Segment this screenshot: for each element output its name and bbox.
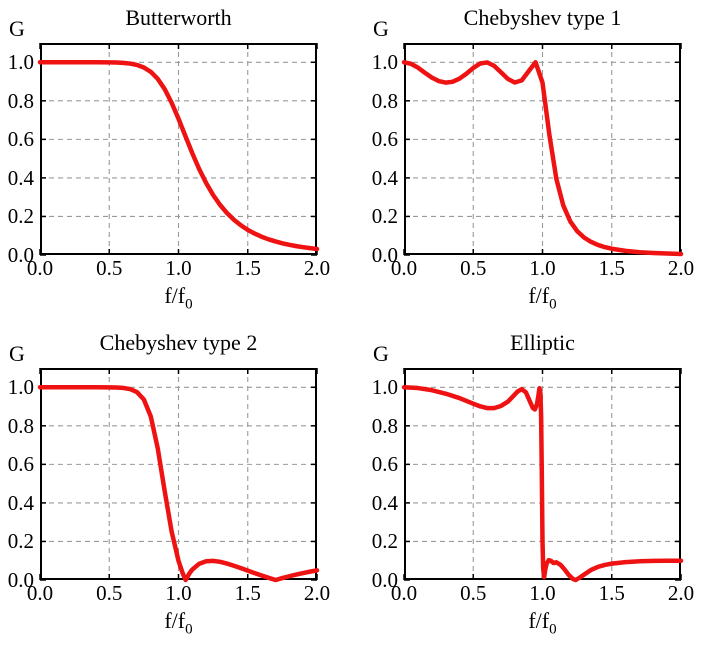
x-tick-label: 1.5 [234,581,261,605]
x-axis-label-subscript: 0 [185,296,193,313]
x-tick-label: 0.0 [26,581,54,605]
y-tick-label: 1.0 [7,50,34,75]
y-tick-label: 0.6 [371,127,398,152]
x-tick-label: 2.0 [303,256,331,280]
y-tick-label: 0.0 [7,243,34,267]
subplot-elliptic: Elliptic G 0.0 0.2 0.4 0.6 0.8 1.0 0.0 0.5 1.0 1… [351,325,702,649]
plot-area [401,43,684,257]
y-tick-label: 0.6 [7,452,34,477]
x-axis-label: f/f0 [404,283,681,317]
y-tick-label: 1.0 [371,375,398,400]
y-tick-label: 0.6 [371,452,398,477]
x-axis-label-text: f/f [164,283,186,308]
subplot-chebyshev-type-1: Chebyshev type 1 G 0.0 0.2 0.4 0.6 0.8 1.0 0.… [351,0,702,325]
plot-area [401,368,684,583]
plot-title: Butterworth [125,5,232,30]
x-tick-labels: 0.0 0.5 1.0 1.5 2.0 [391,581,694,607]
y-tick-label: 1.0 [7,375,34,400]
plot-title: Elliptic [510,330,575,355]
plot-area [37,43,320,256]
subplot-chebyshev-type-2: Chebyshev type 2 G 0.0 0.2 0.4 0.6 0.8 1.0 0.… [0,325,351,649]
y-tick-label: 0.8 [371,88,398,113]
x-tick-label: 0.5 [460,581,487,605]
y-tick-label: 0.2 [371,204,398,229]
x-tick-label: 0.5 [96,581,123,605]
y-tick-label: 0.2 [7,529,34,554]
y-tick-labels: 0.0 0.2 0.4 0.6 0.8 1.0 [0,43,34,266]
x-tick-label: 1.5 [598,581,625,605]
x-axis-label: f/f0 [404,608,681,642]
y-tick-label: 0.0 [371,568,398,592]
y-axis-label: G [9,341,25,366]
plot-frame [40,43,317,255]
y-tick-label: 0.2 [371,529,398,554]
x-tick-label: 0.0 [390,256,418,280]
x-tick-labels: 0.0 0.5 1.0 1.5 2.0 [27,581,330,607]
gain-curve [37,60,320,252]
x-tick-label: 1.5 [598,256,625,280]
gain-curve [401,385,684,583]
subplot-butterworth: Butterworth G 0.0 0.2 0.4 0.6 0.8 1.0 0.0 0.5 1… [0,0,351,325]
x-tick-labels: 0.0 0.5 1.0 1.5 2.0 [27,256,330,282]
x-axis-label-subscript: 0 [549,296,557,313]
plot-title: Chebyshev type 2 [99,330,258,355]
y-tick-labels: 0.0 0.2 0.4 0.6 0.8 1.0 [364,43,398,266]
x-tick-labels: 0.0 0.5 1.0 1.5 2.0 [391,256,694,282]
x-tick-label: 0.5 [460,256,487,280]
y-tick-label: 0.8 [371,413,398,438]
x-tick-label: 1.0 [529,256,556,280]
y-tick-label: 0.0 [7,568,34,592]
y-tick-label: 0.4 [7,490,34,515]
y-tick-label: 0.4 [7,165,34,190]
gain-curve [401,60,684,257]
x-tick-label: 2.0 [667,256,695,280]
y-tick-labels: 0.0 0.2 0.4 0.6 0.8 1.0 [364,368,398,591]
x-axis-label: f/f0 [40,608,317,642]
x-axis-label: f/f0 [40,283,317,317]
y-tick-label: 0.2 [7,204,34,229]
x-axis-label-text: f/f [528,608,550,633]
x-tick-label: 1.0 [165,581,192,605]
y-tick-label: 0.4 [371,165,398,190]
x-tick-label: 0.0 [390,581,418,605]
x-tick-label: 1.0 [165,256,192,280]
plot-area [37,368,320,583]
plot-frame [40,368,317,580]
x-tick-label: 0.0 [26,256,54,280]
gain-curve [37,385,320,583]
x-tick-label: 0.5 [96,256,123,280]
x-axis-label-text: f/f [164,608,186,633]
y-tick-labels: 0.0 0.2 0.4 0.6 0.8 1.0 [0,368,34,591]
y-axis-label: G [9,16,25,41]
y-axis-label: G [373,341,389,366]
y-tick-label: 0.0 [371,243,398,267]
plot-frame [404,43,681,255]
x-axis-label-text: f/f [528,283,550,308]
x-tick-label: 1.0 [529,581,556,605]
y-tick-label: 0.6 [7,127,34,152]
x-tick-label: 2.0 [303,581,331,605]
x-axis-label-subscript: 0 [549,621,557,638]
x-tick-label: 1.5 [234,256,261,280]
plot-title: Chebyshev type 1 [463,5,622,30]
y-tick-label: 1.0 [371,50,398,75]
y-tick-label: 0.4 [371,490,398,515]
y-tick-label: 0.8 [7,413,34,438]
x-tick-label: 2.0 [667,581,695,605]
x-axis-label-subscript: 0 [185,621,193,638]
y-tick-label: 0.8 [7,88,34,113]
y-axis-label: G [373,16,389,41]
